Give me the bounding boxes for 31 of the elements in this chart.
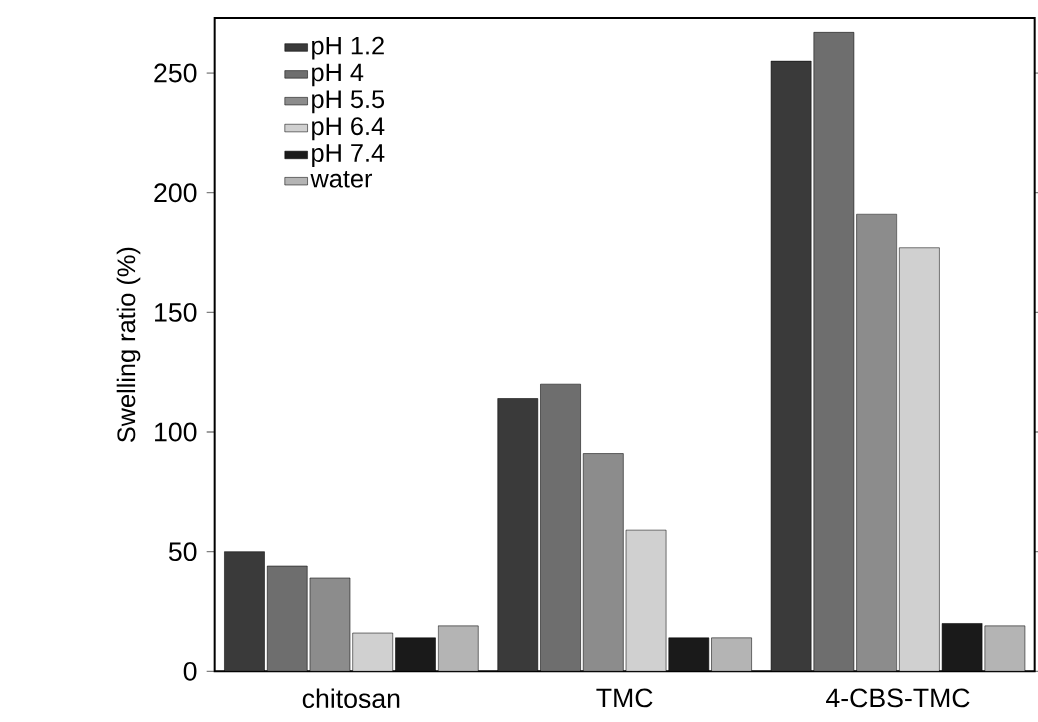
legend-label: water <box>310 171 373 188</box>
bar <box>813 32 855 672</box>
y-tick-label: 250 <box>154 63 197 83</box>
y-tick-label: 50 <box>168 542 197 562</box>
bar <box>668 637 710 672</box>
legend-label: pH 5.5 <box>312 90 385 114</box>
bar <box>625 529 667 672</box>
y-tick-label: 150 <box>155 302 197 322</box>
x-tick-label: chitosan <box>302 688 400 709</box>
bar <box>309 577 351 672</box>
bar <box>582 453 624 672</box>
bar <box>266 565 308 672</box>
y-tick-label: 0 <box>183 661 197 681</box>
legend-label: pH 6.4 <box>312 117 385 141</box>
x-tick-label: TMC <box>596 688 653 708</box>
bar <box>352 632 394 672</box>
y-tick-label: 100 <box>155 422 197 442</box>
y-tick-label: 200 <box>154 183 197 203</box>
x-tick-label: 4-CBS-TMC <box>826 688 970 708</box>
y-axis-title: Swelling ratio (%) <box>116 247 141 443</box>
bar <box>941 623 983 672</box>
bar <box>899 247 940 672</box>
bar <box>540 383 581 672</box>
bar <box>711 637 752 672</box>
bar <box>437 625 479 672</box>
legend-label: pH 7.4 <box>312 144 385 167</box>
legend-label: pH 4 <box>312 63 364 87</box>
bar <box>395 637 436 672</box>
legend-label: pH 1.2 <box>312 36 384 60</box>
bar <box>856 213 897 672</box>
bar <box>984 625 1026 672</box>
